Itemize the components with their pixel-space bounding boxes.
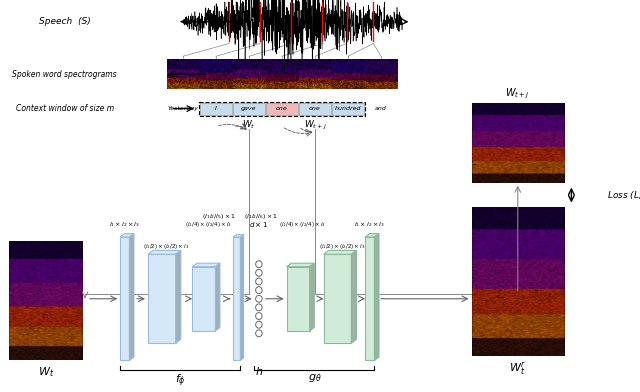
Bar — [365, 237, 374, 361]
Text: I: I — [215, 106, 217, 111]
Bar — [120, 237, 129, 361]
Polygon shape — [129, 234, 134, 361]
Bar — [233, 103, 265, 114]
Text: $l_1 \times l_2 \times l_3$: $l_1 \times l_2 \times l_3$ — [355, 220, 385, 229]
Polygon shape — [120, 234, 134, 237]
Bar — [299, 103, 331, 114]
Polygon shape — [351, 250, 356, 343]
Text: $W_t$: $W_t$ — [38, 365, 54, 379]
Text: $(l_1/4)\times(l_2/4)\times l_3$: $(l_1/4)\times(l_2/4)\times l_3$ — [185, 220, 232, 229]
Text: $(l_1l_2/l_5)\times 1$: $(l_1l_2/l_5)\times 1$ — [202, 212, 236, 221]
Circle shape — [255, 312, 262, 319]
Text: Loss ($L$): Loss ($L$) — [607, 189, 640, 201]
Polygon shape — [241, 234, 244, 361]
Text: $W_t^r$: $W_t^r$ — [509, 361, 527, 377]
Bar — [200, 59, 232, 89]
Text: $(l_1/4)\times(l_2/4)\times l_3$: $(l_1/4)\times(l_2/4)\times l_3$ — [280, 220, 326, 229]
Bar — [324, 254, 351, 343]
Circle shape — [255, 269, 262, 276]
Circle shape — [255, 321, 262, 328]
Bar — [332, 59, 364, 89]
Bar — [233, 237, 241, 361]
Text: $W_{t+j}$: $W_{t+j}$ — [506, 86, 530, 101]
Text: $g_{\theta}$: $g_{\theta}$ — [308, 372, 321, 384]
Bar — [472, 104, 564, 183]
Text: Spoken word spectrograms: Spoken word spectrograms — [12, 69, 117, 78]
Text: one: one — [309, 106, 321, 111]
Polygon shape — [192, 263, 220, 267]
Bar — [200, 103, 232, 114]
Bar — [266, 103, 298, 114]
Polygon shape — [374, 234, 379, 361]
Bar — [233, 59, 265, 89]
Circle shape — [255, 330, 262, 337]
Bar — [198, 102, 365, 116]
Polygon shape — [233, 234, 244, 237]
Bar — [365, 59, 397, 89]
Text: one: one — [276, 106, 288, 111]
Text: Speech  (S): Speech (S) — [39, 17, 91, 26]
Bar — [472, 207, 564, 356]
Polygon shape — [216, 263, 220, 331]
Bar — [332, 103, 364, 114]
Bar — [287, 267, 310, 331]
Text: $(l_1/2)\times(l_2/2)\times l_3$: $(l_1/2)\times(l_2/2)\times l_3$ — [319, 242, 365, 251]
Bar — [266, 59, 298, 89]
Polygon shape — [175, 250, 181, 343]
Polygon shape — [310, 263, 314, 331]
Text: Yesterday: Yesterday — [168, 106, 198, 111]
Text: $h$: $h$ — [255, 365, 263, 377]
Text: $W_t$: $W_t$ — [242, 118, 256, 131]
Text: $(l_1l_2/l_6)\times 1$: $(l_1l_2/l_6)\times 1$ — [244, 212, 278, 221]
Polygon shape — [324, 250, 356, 254]
Polygon shape — [365, 234, 379, 237]
Bar — [299, 59, 331, 89]
Circle shape — [255, 278, 262, 285]
Circle shape — [255, 295, 262, 302]
Bar — [167, 59, 199, 89]
Circle shape — [255, 261, 262, 268]
Bar — [9, 242, 83, 361]
Polygon shape — [287, 263, 314, 267]
Text: $l_1 \times l_2 \times l_3$: $l_1 \times l_2 \times l_3$ — [109, 220, 140, 229]
Text: hundred: hundred — [335, 106, 362, 111]
Text: $d\times 1$: $d\times 1$ — [250, 220, 268, 229]
Text: $(l_1/2)\times(l_2/2)\times l_3$: $(l_1/2)\times(l_2/2)\times l_3$ — [143, 242, 189, 251]
Text: $W_{t+j}$: $W_{t+j}$ — [303, 118, 326, 132]
Bar — [148, 254, 175, 343]
Circle shape — [255, 304, 262, 311]
Text: Context window of size m: Context window of size m — [15, 104, 114, 113]
Text: and: and — [375, 106, 387, 111]
Text: $f_{\phi}$: $f_{\phi}$ — [175, 372, 186, 389]
Polygon shape — [148, 250, 181, 254]
Text: gave: gave — [241, 106, 257, 111]
Circle shape — [255, 287, 262, 294]
Bar — [192, 267, 216, 331]
